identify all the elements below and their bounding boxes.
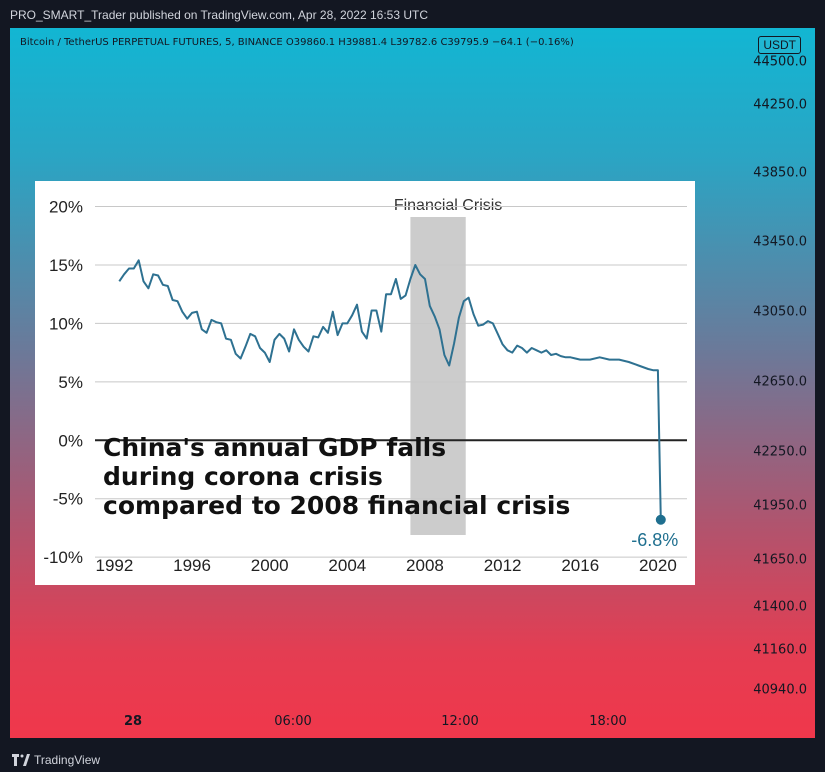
y-tick-label: -5% <box>53 490 83 509</box>
footer: TradingView <box>0 738 825 772</box>
crisis-label: Financial Crisis <box>394 197 502 214</box>
time-axis[interactable]: 28 06:00 12:00 18:00 <box>10 708 815 738</box>
price-label: 42250.0 <box>753 444 807 460</box>
price-label: 41650.0 <box>753 552 807 568</box>
time-label: 12:00 <box>441 714 479 729</box>
gdp-chart: Financial Crisis 20% 15% 10% 5% 0% -5% -10% 1992… <box>43 197 687 575</box>
chart-area[interactable]: Bitcoin / TetherUS PERPETUAL FUTURES, 5,… <box>10 28 815 738</box>
symbol-legend: Bitcoin / TetherUS PERPETUAL FUTURES, 5,… <box>20 37 574 48</box>
annotation-line: during corona crisis <box>103 462 383 491</box>
publish-header: PRO_SMART_Trader published on TradingVie… <box>0 0 825 28</box>
price-label: 44500.0 <box>753 54 807 70</box>
y-tick-label: 10% <box>49 314 83 333</box>
price-label: 41400.0 <box>753 599 807 615</box>
gdp-series-line <box>118 259 662 520</box>
time-label: 18:00 <box>589 714 627 729</box>
x-tick-label: 2012 <box>484 556 522 575</box>
price-label: 43050.0 <box>753 304 807 320</box>
price-label: 41160.0 <box>753 642 807 658</box>
currency-badge[interactable]: USDT <box>758 36 801 54</box>
annotation-line: China's annual GDP falls <box>103 433 446 462</box>
end-value-label: -6.8% <box>631 530 678 550</box>
x-tick-label: 2016 <box>561 556 599 575</box>
price-label: 40940.0 <box>753 682 807 698</box>
footer-brand: TradingView <box>34 752 101 767</box>
time-label: 28 <box>123 714 143 729</box>
annotation-line: compared to 2008 financial crisis <box>103 491 570 520</box>
price-label: 41950.0 <box>753 498 807 514</box>
price-label: 44250.0 <box>753 97 807 113</box>
gdp-chart-image: Financial Crisis 20% 15% 10% 5% 0% -5% -10% 1992… <box>35 181 695 585</box>
y-tick-label: 5% <box>58 373 83 392</box>
y-tick-label: 20% <box>49 198 83 217</box>
price-label: 43450.0 <box>753 234 807 250</box>
publish-info: PRO_SMART_Trader published on TradingVie… <box>10 8 429 22</box>
y-tick-label: 0% <box>58 431 83 450</box>
crisis-shade <box>410 217 466 535</box>
price-label: 42650.0 <box>753 374 807 390</box>
x-tick-label: 1992 <box>95 556 133 575</box>
y-tick-label: 15% <box>49 256 83 275</box>
price-axis[interactable]: 44500.0 44250.0 43850.0 43450.0 43050.0 42650… <box>735 28 815 738</box>
time-label: 06:00 <box>274 714 312 729</box>
x-tick-label: 1996 <box>173 556 211 575</box>
end-point-marker <box>655 514 666 525</box>
x-tick-label: 2004 <box>328 556 366 575</box>
x-tick-label: 2000 <box>251 556 289 575</box>
y-tick-label: -10% <box>43 548 83 567</box>
price-label: 43850.0 <box>753 165 807 181</box>
x-tick-label: 2008 <box>406 556 444 575</box>
tradingview-logo-icon <box>12 753 30 766</box>
x-tick-label: 2020 <box>639 556 677 575</box>
